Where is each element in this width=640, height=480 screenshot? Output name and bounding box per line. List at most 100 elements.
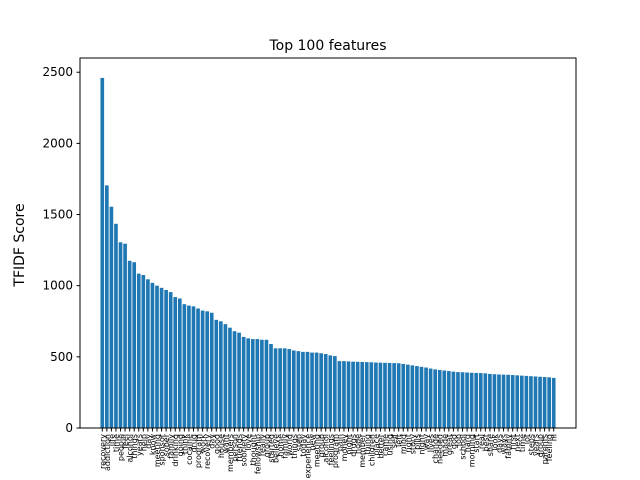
x-tick-label: real <box>477 434 486 449</box>
bar <box>118 242 123 428</box>
bar <box>132 262 137 428</box>
bar <box>483 373 488 428</box>
bar <box>538 376 542 428</box>
x-tick-label: job <box>454 434 463 447</box>
bar <box>255 339 260 428</box>
bar <box>127 260 132 428</box>
x-tick-label: work <box>199 434 208 454</box>
x-tick-label: good <box>212 434 221 454</box>
bar <box>342 361 346 428</box>
x-tick-label: recovery <box>98 434 107 469</box>
x-tick-label: lives <box>427 434 436 452</box>
x-tick-label: love <box>244 434 253 451</box>
bar <box>547 377 551 428</box>
bar <box>136 273 141 428</box>
x-tick-label: drug <box>189 434 198 453</box>
x-tick-label: really <box>258 434 267 456</box>
x-tick-label: feel <box>121 434 130 449</box>
x-tick-label: right <box>404 434 413 453</box>
bar <box>451 371 456 428</box>
bar <box>442 370 447 428</box>
bar <box>209 312 214 428</box>
x-tick-label: left <box>395 434 404 447</box>
x-tick-label: sobriety <box>240 434 249 467</box>
x-tick-label: person <box>231 434 240 461</box>
bar <box>428 368 433 428</box>
bar <box>100 77 105 429</box>
x-tick-label: children <box>367 434 376 466</box>
x-tick-label: pain <box>335 434 344 451</box>
bar <box>510 375 515 428</box>
x-tick-label: sober <box>162 433 171 456</box>
x-tick-label: made <box>440 434 449 457</box>
bar <box>529 376 533 428</box>
x-tick-label: next <box>513 434 522 452</box>
bar <box>333 356 337 428</box>
x-tick-label: years <box>531 434 540 456</box>
bar <box>177 298 182 428</box>
bar <box>246 338 251 428</box>
bar <box>241 336 246 428</box>
bar <box>378 362 383 428</box>
x-tick-label: day <box>144 434 153 449</box>
x-tick-label: night <box>417 434 426 455</box>
bar <box>150 282 155 428</box>
x-tick-label: alcohol <box>322 434 331 463</box>
y-tick-label: 0 <box>65 421 73 435</box>
x-tick-label: hope <box>354 434 363 454</box>
x-tick-label: house <box>217 434 226 458</box>
bar <box>469 372 474 428</box>
x-tick-label: addiction <box>103 434 112 471</box>
y-tick-label: 1000 <box>42 279 73 293</box>
x-tick-label: today <box>299 434 308 457</box>
x-tick-label: friends <box>235 434 244 462</box>
x-tick-label: fellowship <box>253 434 262 474</box>
x-tick-label: know <box>148 434 157 456</box>
bar <box>460 372 465 428</box>
bar <box>273 348 278 428</box>
bar <box>519 375 524 428</box>
x-tick-label: steps <box>527 434 536 455</box>
bar <box>269 344 273 428</box>
x-tick-label: money <box>340 434 349 462</box>
plot-frame <box>79 57 577 429</box>
x-tick-label: school <box>459 434 468 460</box>
bar <box>323 354 328 428</box>
bar <box>237 332 241 428</box>
bar <box>392 363 396 428</box>
bar <box>310 352 314 428</box>
bar <box>146 279 150 428</box>
x-tick-label: group <box>317 434 326 457</box>
bar <box>433 369 437 428</box>
x-tick-label: group <box>536 434 545 457</box>
x-tick-label: family <box>504 434 513 459</box>
bar <box>260 339 264 428</box>
y-tick-label: 500 <box>50 350 73 364</box>
y-axis-label: TFIDF Score <box>12 203 28 287</box>
x-tick-label: member <box>358 433 367 468</box>
x-tick-label: first <box>509 434 518 450</box>
bar <box>296 351 301 428</box>
x-tick-label: alcohol <box>126 434 135 463</box>
x-tick-label: meeting <box>313 434 322 467</box>
x-tick-label: parents <box>541 434 550 464</box>
x-tick-label: god <box>449 434 458 449</box>
bar <box>337 361 342 428</box>
bar <box>501 374 506 428</box>
bar <box>196 308 200 428</box>
bar <box>437 369 442 428</box>
x-tick-label: night <box>345 434 354 455</box>
y-tick-label: 2000 <box>42 136 73 150</box>
bar <box>551 377 556 428</box>
bar <box>478 373 483 428</box>
bar <box>155 285 159 428</box>
bar <box>291 350 296 428</box>
x-tick-label: feeling <box>545 434 554 461</box>
bar <box>159 287 164 428</box>
x-tick-label: way <box>422 434 431 450</box>
x-tick-label: hi <box>550 434 559 441</box>
bar <box>465 372 469 428</box>
bar <box>506 374 510 428</box>
y-axis-ticks: 0 500 1000 1500 2000 2500 <box>42 65 80 435</box>
bar <box>164 289 168 428</box>
